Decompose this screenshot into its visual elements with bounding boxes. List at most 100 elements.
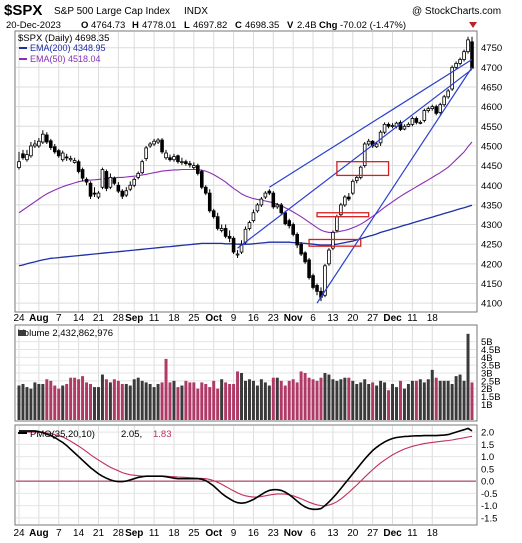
volume-bar bbox=[65, 383, 69, 420]
candle-body bbox=[219, 228, 224, 231]
price-tick-label: 4100 bbox=[481, 299, 502, 310]
candle-body bbox=[299, 243, 303, 255]
candle-body bbox=[148, 143, 152, 147]
annotation-box bbox=[336, 161, 390, 177]
candle-body bbox=[180, 161, 184, 164]
volume-bar bbox=[430, 369, 434, 420]
volume-bar bbox=[21, 383, 25, 420]
volume-bar bbox=[438, 380, 442, 420]
volume-bar bbox=[140, 380, 144, 420]
x-tick-label-top: 27 bbox=[367, 313, 379, 324]
volume-bar bbox=[367, 383, 371, 420]
candle-body bbox=[350, 180, 355, 194]
candle-body bbox=[418, 121, 423, 124]
candle-body bbox=[466, 39, 470, 53]
x-tick-label-bottom: Oct bbox=[205, 528, 222, 539]
candle-body bbox=[124, 190, 129, 196]
candle-body bbox=[462, 51, 466, 60]
volume-bar bbox=[77, 379, 81, 420]
candle-body bbox=[156, 139, 160, 143]
volume-bar bbox=[124, 383, 128, 420]
grid-layer bbox=[16, 32, 476, 524]
candle-body bbox=[104, 171, 109, 189]
volume-bar bbox=[100, 374, 104, 420]
open-value: 4764.73 bbox=[91, 20, 125, 31]
volume-bar bbox=[120, 383, 124, 420]
candle-body bbox=[347, 196, 351, 200]
candle-body bbox=[132, 178, 137, 186]
axis-layer: 2424AugAug77141421212828SepSep1111181825… bbox=[13, 43, 502, 539]
volume-bar bbox=[240, 373, 244, 420]
candle-body bbox=[72, 160, 77, 163]
candle-body bbox=[76, 161, 81, 172]
volume-bar bbox=[81, 376, 85, 420]
volume-bar bbox=[53, 385, 57, 420]
volume-bar bbox=[116, 380, 120, 420]
candle-body bbox=[366, 140, 371, 145]
candle-body bbox=[144, 147, 148, 159]
volume-bar bbox=[192, 382, 196, 420]
volume-bar bbox=[224, 382, 228, 420]
candle-body bbox=[442, 96, 446, 106]
volume-bar bbox=[212, 380, 216, 420]
volume-bar bbox=[347, 377, 351, 420]
candle-body bbox=[291, 224, 295, 235]
candle-body bbox=[25, 154, 29, 161]
pmo-signal-line bbox=[19, 431, 473, 507]
candle-body bbox=[426, 108, 431, 111]
volume-bar bbox=[406, 383, 410, 420]
volume-bar bbox=[299, 371, 303, 420]
volume-bar bbox=[327, 374, 331, 420]
volume-bar bbox=[343, 377, 347, 420]
x-tick-label-bottom: Dec bbox=[383, 528, 402, 539]
candle-body bbox=[470, 41, 474, 69]
volume-bar bbox=[323, 373, 327, 420]
volume-bar bbox=[315, 380, 319, 420]
x-tick-label-top: 13 bbox=[327, 313, 339, 324]
volume-bar bbox=[180, 385, 184, 420]
volume-bar bbox=[136, 377, 140, 420]
x-tick-label-bottom: 7 bbox=[56, 528, 62, 539]
volume-bar bbox=[156, 383, 160, 420]
volume-bar bbox=[450, 383, 454, 420]
candle-body bbox=[184, 161, 188, 165]
annotation-box bbox=[308, 238, 362, 247]
ema200-line bbox=[18, 204, 473, 267]
change-label: Chg bbox=[319, 20, 338, 31]
volume-layer bbox=[17, 333, 474, 420]
close-value: 4698.35 bbox=[245, 20, 279, 31]
x-tick-label-bottom: 13 bbox=[327, 528, 339, 539]
volume-bar bbox=[351, 380, 355, 420]
ema200-legend-text: EMA(200) 4348.95 bbox=[30, 43, 106, 53]
pmo-layer bbox=[16, 427, 476, 511]
x-tick-label-top: 14 bbox=[73, 313, 85, 324]
volume-bar bbox=[395, 387, 398, 420]
volume-bar bbox=[398, 380, 402, 420]
candle-body bbox=[243, 228, 248, 243]
volume-bar bbox=[232, 383, 236, 420]
price-tick-label: 4600 bbox=[481, 102, 502, 113]
low-value: 4697.82 bbox=[193, 20, 227, 31]
volume-bar bbox=[359, 382, 363, 420]
candle-body bbox=[199, 171, 204, 188]
candle-body bbox=[362, 143, 367, 167]
candle-body bbox=[259, 198, 264, 206]
candle-body bbox=[287, 220, 292, 227]
volume-bar bbox=[462, 380, 466, 420]
candle-body bbox=[108, 176, 113, 188]
down-arrow-icon bbox=[469, 22, 477, 28]
candle-body bbox=[215, 216, 220, 229]
x-tick-label-bottom: Nov bbox=[284, 528, 303, 539]
volume-bar bbox=[391, 383, 395, 420]
x-tick-label-bottom: 11 bbox=[407, 528, 418, 539]
candle-body bbox=[203, 186, 208, 194]
candle-body bbox=[422, 110, 427, 121]
candle-body bbox=[339, 204, 343, 216]
volume-bar bbox=[383, 382, 387, 420]
candle-body bbox=[60, 152, 65, 161]
x-tick-label-top: 11 bbox=[407, 313, 418, 324]
candle-body bbox=[207, 192, 212, 212]
price-tick-label: 4400 bbox=[481, 181, 502, 192]
volume-value: 2.4B bbox=[297, 20, 317, 31]
volume-bar bbox=[168, 382, 172, 420]
